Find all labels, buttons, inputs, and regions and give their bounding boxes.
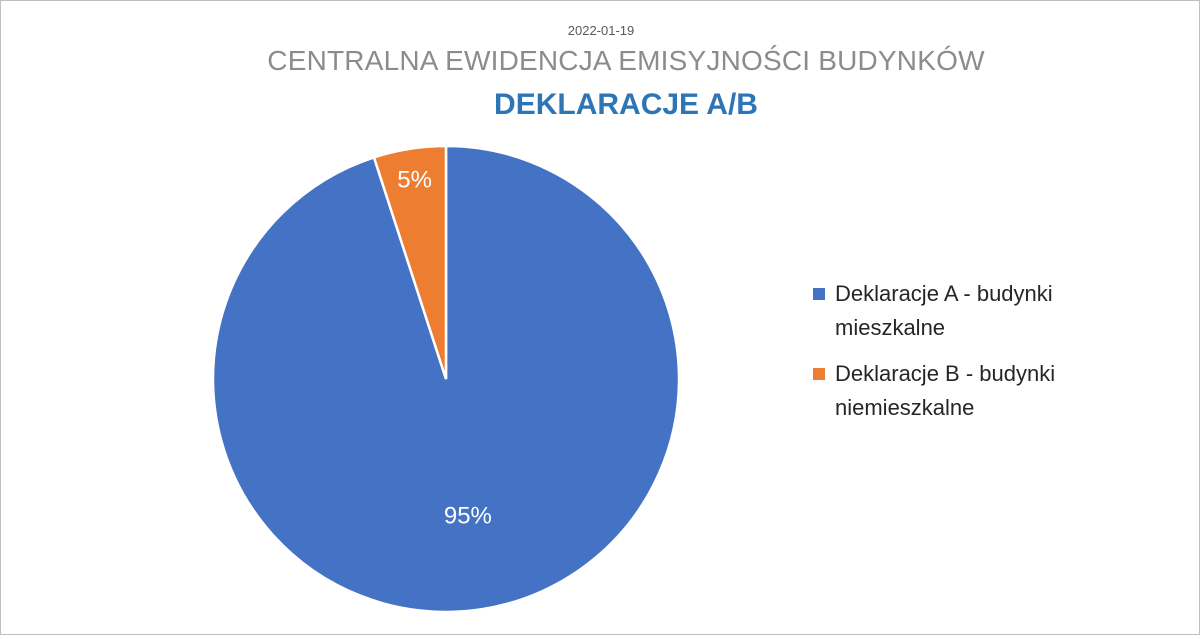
data-label-b: 5% xyxy=(397,166,432,193)
legend-label-a: Deklaracje A - budynki mieszkalne xyxy=(835,281,1053,340)
chart-date: 2022-01-19 xyxy=(567,23,635,38)
legend-swatch-b xyxy=(813,368,825,380)
legend-item-a: Deklaracje A - budynki mieszkalne xyxy=(813,277,1113,345)
data-label-a: 95% xyxy=(444,502,492,529)
legend-label-b: Deklaracje B - budynki niemieszkalne xyxy=(835,361,1056,420)
chart-legend: Deklaracje A - budynki mieszkalne Deklar… xyxy=(813,277,1113,437)
chart-subtitle: DEKLARACJE A/B xyxy=(494,88,758,121)
pie-slice-b xyxy=(372,144,448,380)
chart-title: CENTRALNA EWIDENCJA EMISYJNOŚCI BUDYNKÓW xyxy=(267,45,985,76)
legend-item-b: Deklaracje B - budynki niemieszkalne xyxy=(813,357,1113,425)
legend-swatch-a xyxy=(813,288,825,300)
